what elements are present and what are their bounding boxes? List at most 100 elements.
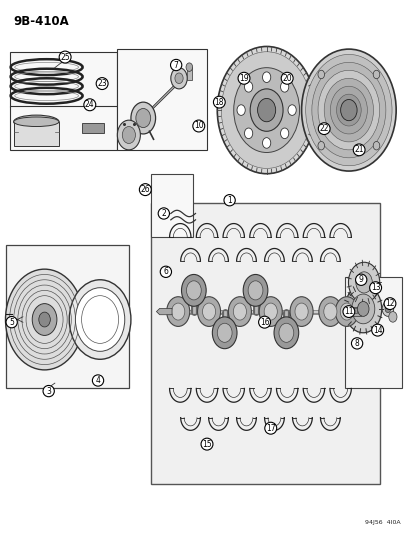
Circle shape xyxy=(344,285,381,333)
Ellipse shape xyxy=(14,115,59,128)
Circle shape xyxy=(171,68,187,89)
Bar xyxy=(116,49,206,150)
Circle shape xyxy=(357,302,368,317)
Text: 5: 5 xyxy=(9,318,14,327)
Circle shape xyxy=(166,297,189,326)
Circle shape xyxy=(75,288,124,351)
Text: 3: 3 xyxy=(46,386,51,395)
Text: 20: 20 xyxy=(282,74,291,83)
Bar xyxy=(186,67,191,80)
Text: 17: 17 xyxy=(265,424,275,433)
Circle shape xyxy=(257,99,275,122)
Bar xyxy=(14,122,59,146)
Circle shape xyxy=(5,269,83,370)
Circle shape xyxy=(290,297,312,326)
Circle shape xyxy=(244,82,252,92)
Circle shape xyxy=(280,82,288,92)
Circle shape xyxy=(278,323,293,342)
Circle shape xyxy=(185,63,192,71)
Text: 4: 4 xyxy=(95,376,100,385)
FancyArrow shape xyxy=(156,309,172,315)
Text: 6: 6 xyxy=(163,268,168,276)
Circle shape xyxy=(217,323,232,342)
Circle shape xyxy=(259,297,282,326)
Text: 24: 24 xyxy=(85,100,95,109)
Circle shape xyxy=(186,281,201,300)
Circle shape xyxy=(348,262,379,303)
Text: 16: 16 xyxy=(259,318,269,327)
Bar xyxy=(9,52,116,108)
Circle shape xyxy=(317,70,379,150)
Circle shape xyxy=(301,49,395,171)
Circle shape xyxy=(247,281,262,300)
Text: 11: 11 xyxy=(343,307,353,316)
Circle shape xyxy=(317,141,324,150)
Circle shape xyxy=(294,303,307,320)
Circle shape xyxy=(372,70,379,79)
Text: 94J56  4I0A: 94J56 4I0A xyxy=(364,520,399,525)
Circle shape xyxy=(384,305,390,313)
Circle shape xyxy=(117,120,140,150)
Bar xyxy=(5,245,128,389)
Circle shape xyxy=(372,141,379,150)
Text: 14: 14 xyxy=(372,326,382,335)
Circle shape xyxy=(69,280,131,359)
Bar xyxy=(350,308,360,316)
Ellipse shape xyxy=(14,117,59,126)
Circle shape xyxy=(287,105,296,115)
Circle shape xyxy=(39,312,50,327)
Circle shape xyxy=(32,304,57,335)
Circle shape xyxy=(305,54,391,166)
Text: 8: 8 xyxy=(354,339,358,348)
Bar xyxy=(81,123,104,133)
Circle shape xyxy=(381,302,393,317)
Text: 9B-410A: 9B-410A xyxy=(14,14,69,28)
Text: 21: 21 xyxy=(354,146,363,155)
Circle shape xyxy=(336,94,360,126)
Bar xyxy=(344,277,401,389)
Circle shape xyxy=(335,297,358,326)
Circle shape xyxy=(181,274,206,306)
Text: 7: 7 xyxy=(173,61,178,69)
Circle shape xyxy=(237,105,244,115)
Circle shape xyxy=(273,317,298,349)
Text: 2: 2 xyxy=(161,209,166,218)
Circle shape xyxy=(202,303,215,320)
Text: 15: 15 xyxy=(202,440,211,449)
Circle shape xyxy=(330,86,366,134)
Text: 10: 10 xyxy=(194,122,203,131)
Polygon shape xyxy=(146,82,180,113)
Circle shape xyxy=(388,312,396,322)
Circle shape xyxy=(323,78,373,142)
Circle shape xyxy=(122,126,135,143)
Circle shape xyxy=(221,52,311,168)
Circle shape xyxy=(249,89,282,131)
Circle shape xyxy=(228,297,251,326)
Circle shape xyxy=(355,272,371,293)
Circle shape xyxy=(233,68,299,152)
Circle shape xyxy=(135,109,150,127)
Polygon shape xyxy=(151,203,379,484)
Text: 22: 22 xyxy=(319,124,328,133)
Circle shape xyxy=(233,303,246,320)
Circle shape xyxy=(217,46,315,174)
Circle shape xyxy=(280,128,288,139)
Circle shape xyxy=(262,72,270,83)
Text: 25: 25 xyxy=(60,53,70,62)
Bar xyxy=(151,174,192,237)
Text: 18: 18 xyxy=(214,98,223,107)
Text: 1: 1 xyxy=(227,196,231,205)
Bar xyxy=(9,107,116,150)
Circle shape xyxy=(244,128,252,139)
Circle shape xyxy=(311,62,385,158)
Circle shape xyxy=(339,303,353,320)
Text: 23: 23 xyxy=(97,79,107,88)
Circle shape xyxy=(262,138,270,148)
Circle shape xyxy=(197,297,220,326)
Circle shape xyxy=(131,102,155,134)
Circle shape xyxy=(318,297,341,326)
Circle shape xyxy=(242,274,267,306)
Circle shape xyxy=(175,73,183,84)
Circle shape xyxy=(351,294,374,324)
Circle shape xyxy=(323,303,336,320)
